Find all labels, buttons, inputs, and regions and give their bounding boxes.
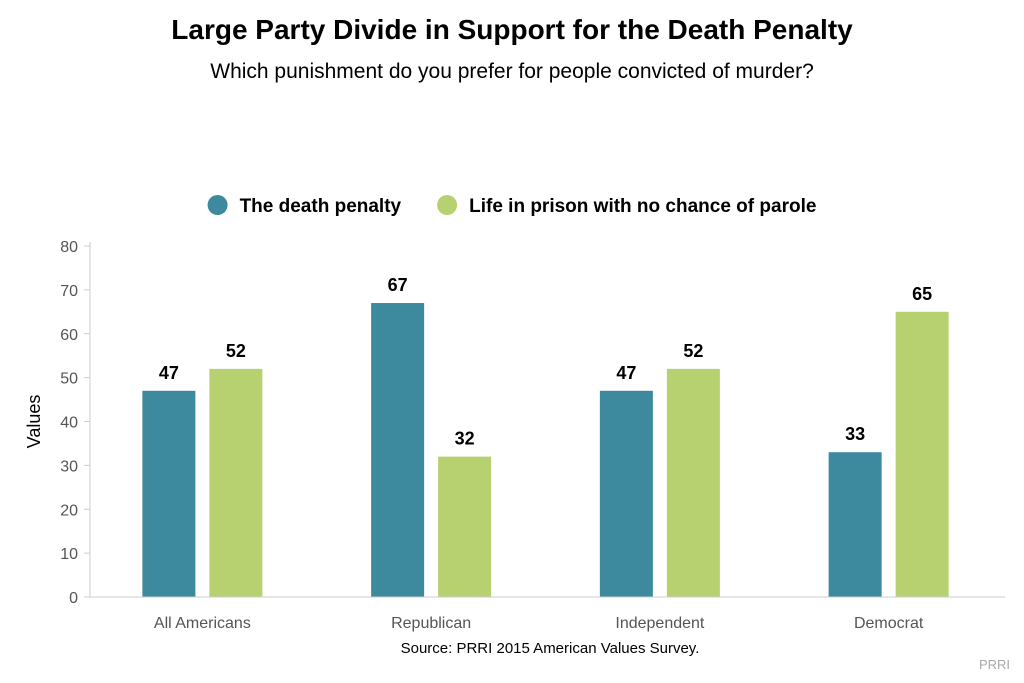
- y-tick-label: 60: [60, 327, 78, 344]
- bar: [438, 456, 492, 597]
- y-tick-label: 40: [60, 415, 78, 432]
- credit-label: PRRI: [978, 657, 1010, 672]
- chart-subtitle: Which punishment do you prefer for peopl…: [210, 60, 814, 83]
- bar: [895, 311, 949, 597]
- y-axis-label: Values: [24, 395, 44, 449]
- bar: [142, 390, 196, 597]
- bar: [209, 368, 263, 597]
- legend-item: Life in prison with no chance of parole: [437, 195, 816, 217]
- legend-item: The death penalty: [207, 195, 402, 217]
- bar: [666, 368, 720, 597]
- y-tick-label: 50: [60, 371, 78, 388]
- y-axis: 0 10 20 30 40 50 60 70 80 Values: [24, 239, 91, 607]
- y-tick-label: 0: [69, 590, 78, 607]
- bar: [371, 303, 425, 597]
- x-category-label: Independent: [615, 615, 705, 632]
- bar: [599, 390, 653, 597]
- data-label: 52: [683, 341, 703, 361]
- y-tick-label: 20: [60, 502, 78, 519]
- data-label: 47: [616, 363, 636, 383]
- data-label: 65: [912, 284, 932, 304]
- data-label: 47: [159, 363, 179, 383]
- x-category-label: All Americans: [154, 615, 251, 632]
- y-tick-label: 70: [60, 283, 78, 300]
- legend-label: The death penalty: [240, 196, 402, 217]
- legend-swatch: [437, 195, 458, 215]
- data-label: 67: [388, 275, 408, 295]
- y-tick-label: 10: [60, 546, 78, 563]
- chart-title: Large Party Divide in Support for the De…: [171, 14, 853, 45]
- x-axis: All Americans Republican Independent Democr…: [90, 596, 1005, 632]
- y-tick-label: 30: [60, 458, 78, 475]
- bars: 47 52 67 32 47 52 33 65: [142, 275, 949, 597]
- source-note: Source: PRRI 2015 American Values Survey…: [400, 640, 700, 657]
- legend-swatch: [207, 195, 228, 215]
- x-category-label: Republican: [391, 615, 471, 632]
- bar: [828, 452, 882, 597]
- legend-label: Life in prison with no chance of parole: [469, 196, 816, 217]
- x-category-label: Democrat: [854, 615, 924, 632]
- y-tick-label: 80: [60, 239, 78, 256]
- data-label: 52: [226, 341, 246, 361]
- legend: The death penalty Life in prison with no …: [207, 195, 816, 217]
- data-label: 33: [845, 424, 865, 444]
- data-label: 32: [455, 429, 475, 449]
